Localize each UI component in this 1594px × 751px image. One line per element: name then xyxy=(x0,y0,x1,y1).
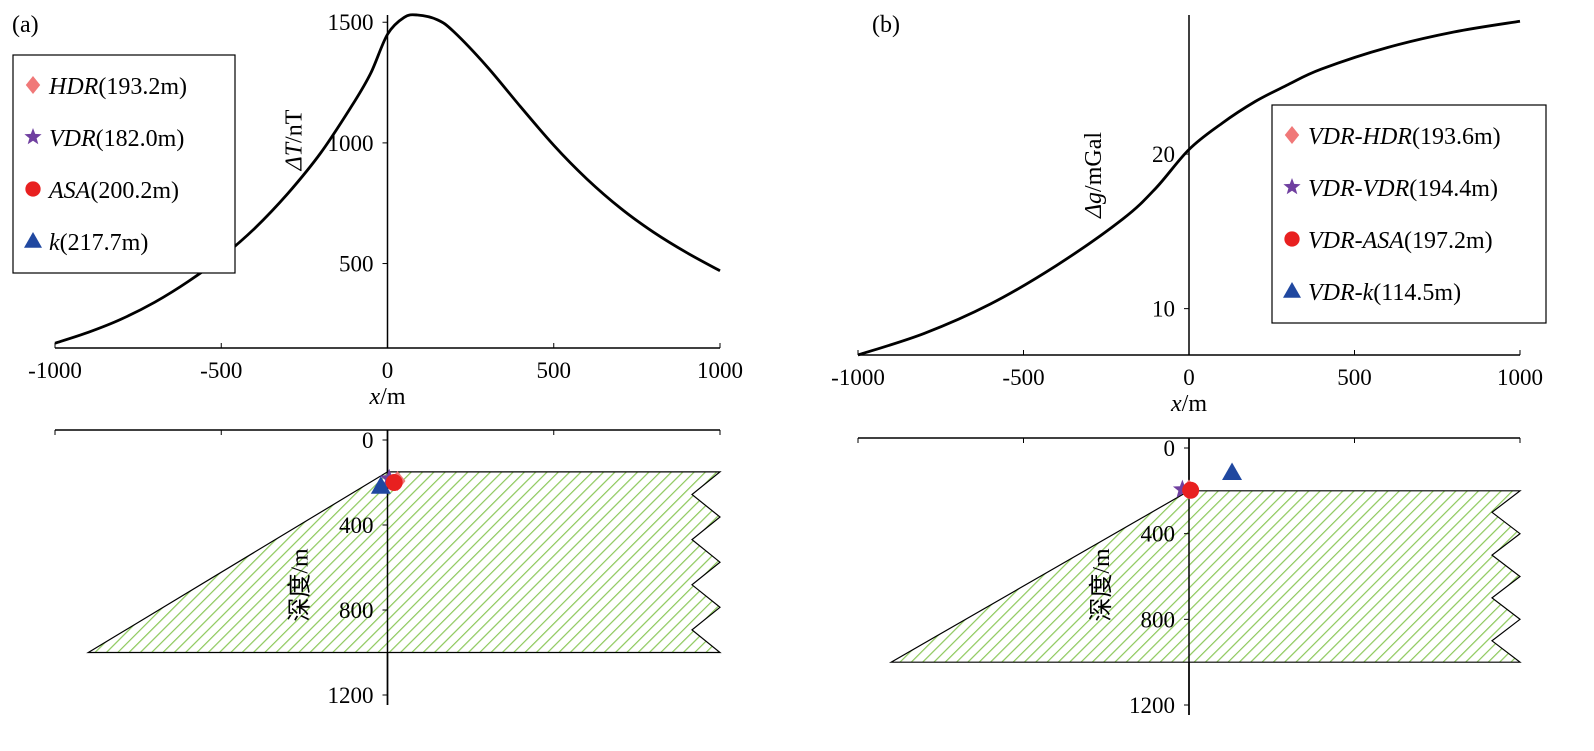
panel-b-legend-marker-diamond xyxy=(1284,126,1300,144)
panel-a-depth-tick-label: 400 xyxy=(339,513,374,538)
panel-b-x-label: x/m xyxy=(1170,391,1207,417)
panel-b-depth-tick-label: 400 xyxy=(1141,522,1176,547)
panel-b-x-tick-label: -500 xyxy=(1002,365,1044,390)
panel-b-label: (b) xyxy=(872,12,900,38)
panel-a-y-tick-label: 1000 xyxy=(328,131,374,156)
panel-a-legend: HDR(193.2m) VDR(182.0m) ASA(200.2m) k(217.7… xyxy=(12,54,236,274)
panel-a-series-line xyxy=(54,13,721,345)
panel-b-depth-marker-triangle xyxy=(1222,462,1243,481)
panel-b-y-tick-label: 20 xyxy=(1152,142,1175,167)
panel-b-legend-entry: VDR-VDR(194.4m) xyxy=(1308,176,1498,202)
panel-a-x-tick-label: -500 xyxy=(200,358,242,383)
panel-b-legend-entry: VDR-k(114.5m) xyxy=(1308,280,1461,306)
panel-b-x-tick-label: 500 xyxy=(1337,365,1372,390)
panel-a-legend-marker-triangle xyxy=(24,232,42,248)
panel-a-legend-entry: HDR(193.2m) xyxy=(48,74,187,100)
panel-b-legend: VDR-HDR(193.6m) VDR-VDR(194.4m) VDR-ASA(19… xyxy=(1271,104,1547,324)
panel-b-legend-entry: VDR-ASA(197.2m) xyxy=(1308,228,1493,254)
panel-b-legend-marker-triangle xyxy=(1283,282,1301,298)
panel-b-y-label: Δg/mGal xyxy=(1081,132,1107,219)
panel-b-depth-tick-label: 0 xyxy=(1164,436,1176,461)
panel-b-plot: -1000 -500 0 500 1000 10 20 x/m Δg/mGal xyxy=(831,15,1543,417)
panel-a-legend-entry: ASA(200.2m) xyxy=(47,178,179,204)
panel-a-legend-entry: k(217.7m) xyxy=(49,230,148,256)
panel-a-x-tick-label: -1000 xyxy=(28,358,82,383)
panel-a-depth-tick-label: 0 xyxy=(362,428,374,453)
panel-b-legend-entry: VDR-HDR(193.6m) xyxy=(1308,124,1501,150)
panel-a: (a) -1000 -500 0 500 1000 500 1000 1500 x/m ΔT/nT… xyxy=(12,10,743,708)
panel-a-y-tick-label: 1500 xyxy=(328,10,374,35)
panel-b: (b) -1000 -500 0 500 1000 10 20 x/m Δg/mGal 0 400… xyxy=(831,12,1547,718)
panel-b-legend-marker-circle xyxy=(1284,231,1300,247)
panel-a-section: 0 400 800 1200 深度/m xyxy=(54,428,722,708)
panel-a-legend-entry: VDR(182.0m) xyxy=(49,126,184,152)
panel-a-depth-marker-circle xyxy=(385,474,403,492)
panel-b-x-tick-label: 1000 xyxy=(1497,365,1543,390)
panel-a-legend-marker-diamond xyxy=(25,76,41,94)
panel-b-depth-tick-label: 800 xyxy=(1141,607,1176,632)
panel-a-x-label: x/m xyxy=(369,384,406,410)
panel-a-depth-marker-triangle xyxy=(370,476,391,494)
panel-a-legend-marker-star xyxy=(24,128,42,145)
panel-a-legend-marker-circle xyxy=(25,181,41,197)
panel-b-series-line xyxy=(857,19,1521,357)
panel-a-depth-tick-label: 1200 xyxy=(328,683,374,708)
panel-b-depth-label: 深度/m xyxy=(1088,548,1115,622)
panel-b-legend-box xyxy=(1271,104,1547,324)
panel-a-x-tick-label: 1000 xyxy=(697,358,743,383)
panel-b-x-tick-label: 0 xyxy=(1183,365,1195,390)
panel-b-depth-marker-circle xyxy=(1182,481,1200,499)
panel-a-y-tick-label: 500 xyxy=(339,252,374,277)
panel-b-y-tick-label: 10 xyxy=(1152,297,1175,322)
panel-b-legend-marker-star xyxy=(1283,178,1301,195)
panel-a-legend-box xyxy=(12,54,236,274)
panel-b-section: 0 400 800 1200 深度/m xyxy=(857,436,1522,718)
panel-a-x-tick-label: 500 xyxy=(537,358,572,383)
panel-a-x-tick-label: 0 xyxy=(382,358,394,383)
panel-b-x-tick-label: -1000 xyxy=(831,365,885,390)
panel-b-depth-tick-label: 1200 xyxy=(1129,693,1175,718)
panel-a-y-label: ΔT/nT xyxy=(282,109,308,171)
panel-a-plot: -1000 -500 0 500 1000 500 1000 1500 x/m ΔT/nT xyxy=(28,10,743,410)
panel-a-label: (a) xyxy=(12,12,39,38)
panel-a-geologic-body xyxy=(86,471,722,654)
panel-a-depth-label: 深度/m xyxy=(287,548,314,622)
panel-b-geologic-body xyxy=(888,490,1522,663)
panel-a-depth-tick-label: 800 xyxy=(339,598,374,623)
